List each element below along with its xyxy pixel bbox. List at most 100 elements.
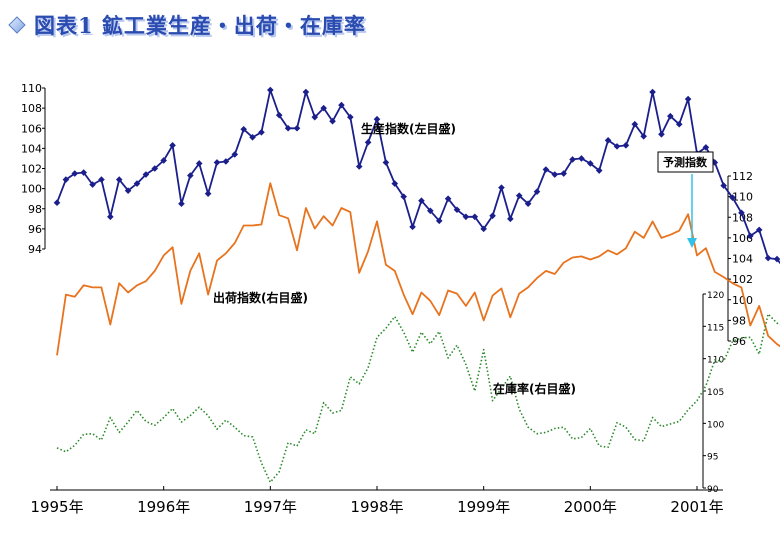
shipment-tick-label: 112 bbox=[732, 170, 753, 183]
production-point bbox=[151, 165, 159, 172]
ticks-layer: 94 96 98 100 102 104 106 108 110 96 98 100 102 104 106… bbox=[21, 82, 753, 516]
production-point bbox=[240, 125, 247, 133]
production-point bbox=[53, 199, 61, 207]
production-point bbox=[311, 113, 319, 121]
production-point bbox=[427, 207, 434, 215]
production-point bbox=[453, 206, 461, 214]
production-tick-label: 100 bbox=[21, 183, 42, 196]
production-point bbox=[187, 172, 194, 179]
production-point bbox=[578, 155, 585, 162]
production-point bbox=[675, 120, 683, 128]
x-tick-label: 2000年 bbox=[564, 498, 617, 516]
production-point bbox=[178, 200, 185, 208]
production-annotation: 生産指数(左目盛) bbox=[361, 121, 456, 136]
production-point bbox=[551, 171, 559, 178]
inventory-tick-label: 115 bbox=[707, 323, 724, 333]
production-point bbox=[391, 180, 399, 187]
production-point bbox=[62, 176, 70, 183]
production-point bbox=[435, 217, 443, 225]
diamond-icon bbox=[8, 16, 26, 34]
x-tick-label: 1996年 bbox=[137, 498, 190, 516]
production-point bbox=[338, 101, 345, 109]
production-point bbox=[640, 133, 647, 140]
production-point bbox=[622, 142, 630, 149]
production-point bbox=[284, 124, 292, 132]
annotation-layer: 生産指数(左目盛) 出荷指数(右目盛) 在庫率(右目盛) 予測指数 bbox=[213, 121, 714, 396]
shipment-tick-label: 102 bbox=[732, 273, 753, 286]
shipment-tick-label: 98 bbox=[732, 314, 746, 327]
x-tick-label: 1998年 bbox=[350, 498, 403, 516]
production-point bbox=[89, 181, 96, 188]
production-point bbox=[764, 254, 772, 262]
production-point bbox=[507, 215, 514, 223]
production-point bbox=[302, 88, 310, 96]
production-point bbox=[320, 104, 327, 112]
shipment-tick-label: 96 bbox=[732, 335, 746, 348]
production-point bbox=[249, 134, 256, 141]
production-point bbox=[720, 182, 727, 189]
inventory-series-line bbox=[56, 313, 780, 483]
production-point bbox=[160, 157, 167, 164]
production-tick-label: 98 bbox=[28, 203, 42, 216]
production-point bbox=[515, 192, 523, 199]
inventory-tick-label: 95 bbox=[707, 453, 718, 463]
production-point bbox=[231, 151, 239, 158]
production-point bbox=[773, 255, 780, 263]
production-point bbox=[471, 213, 479, 221]
production-point bbox=[631, 120, 639, 128]
production-point bbox=[169, 142, 176, 149]
production-tick-label: 96 bbox=[28, 223, 42, 236]
chart-title-bar: 図表1 鉱工業生産・出荷・在庫率 bbox=[8, 8, 366, 42]
production-point bbox=[409, 223, 416, 231]
production-point bbox=[649, 88, 656, 96]
production-point bbox=[80, 169, 87, 176]
shipment-series-line bbox=[56, 182, 780, 356]
production-point bbox=[275, 111, 283, 119]
production-point bbox=[124, 187, 132, 194]
x-tick-label: 2001年 bbox=[670, 498, 723, 516]
production-point bbox=[613, 143, 621, 150]
production-tick-label: 106 bbox=[21, 122, 42, 135]
shipment-tick-label: 106 bbox=[732, 232, 753, 245]
production-point bbox=[355, 163, 363, 170]
production-point bbox=[489, 212, 496, 220]
inventory-tick-label: 100 bbox=[707, 420, 724, 430]
shipment-tick-label: 100 bbox=[732, 294, 753, 307]
production-point bbox=[213, 159, 221, 166]
production-point bbox=[747, 232, 754, 240]
shipment-tick-label: 110 bbox=[732, 191, 753, 204]
production-point bbox=[347, 113, 354, 121]
x-tick-label: 1995年 bbox=[30, 498, 83, 516]
forecast-annotation: 予測指数 bbox=[663, 155, 708, 169]
production-tick-label: 110 bbox=[21, 82, 42, 95]
production-point bbox=[595, 167, 603, 174]
production-point bbox=[658, 130, 665, 138]
x-tick-label: 1997年 bbox=[244, 498, 297, 516]
x-tick-label: 1999年 bbox=[457, 498, 510, 516]
chart-title: 図表1 鉱工業生産・出荷・在庫率 bbox=[34, 13, 366, 38]
production-point bbox=[498, 184, 505, 191]
forecast-arrow-head bbox=[687, 238, 697, 248]
production-point bbox=[587, 160, 594, 167]
production-tick-label: 102 bbox=[21, 163, 42, 176]
shipment-annotation: 出荷指数(右目盛) bbox=[213, 290, 308, 305]
production-tick-label: 108 bbox=[21, 102, 42, 115]
production-point bbox=[329, 117, 336, 125]
production-point bbox=[480, 225, 487, 233]
production-point bbox=[373, 115, 381, 123]
production-point bbox=[684, 95, 692, 103]
production-point bbox=[364, 139, 372, 146]
production-point bbox=[667, 112, 674, 120]
inventory-tick-label: 90 bbox=[707, 485, 719, 495]
production-point bbox=[524, 200, 532, 208]
production-point bbox=[702, 144, 710, 151]
forecast-callout-box bbox=[657, 151, 714, 173]
production-point bbox=[444, 195, 452, 202]
production-point bbox=[560, 170, 567, 177]
production-point bbox=[133, 180, 141, 187]
production-point bbox=[542, 166, 550, 173]
production-tick-label: 94 bbox=[28, 243, 42, 256]
production-point bbox=[107, 213, 114, 221]
production-series-line bbox=[56, 89, 780, 265]
